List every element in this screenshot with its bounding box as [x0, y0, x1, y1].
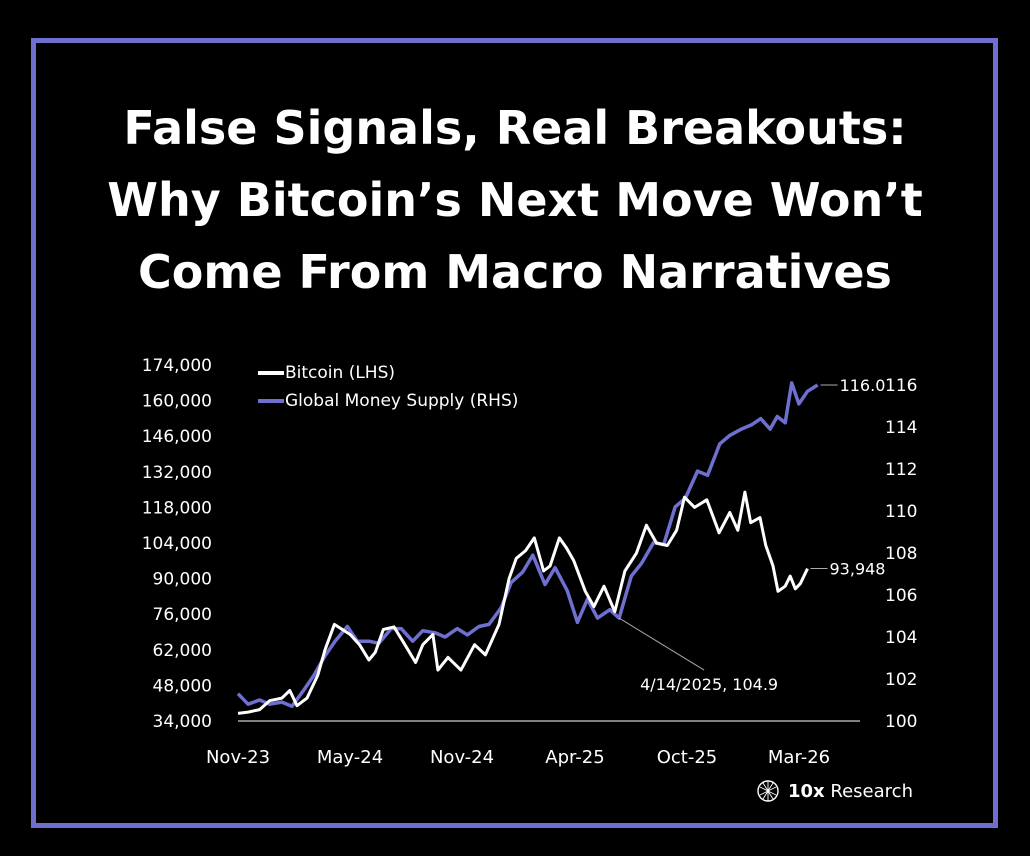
right-tick-label: 112 [885, 460, 917, 480]
title-line-2: Why Bitcoin’s Next Move Won’t [107, 173, 923, 227]
right-tick-label: 102 [885, 670, 917, 690]
series-line-global-money-supply [236, 381, 819, 709]
brand-name: Research [830, 780, 913, 802]
right-tick-label: 104 [885, 628, 917, 648]
x-tick-label: May-24 [317, 747, 383, 768]
right-tick-label: 106 [885, 586, 917, 606]
title-line-3: Come From Macro Narratives [138, 245, 892, 299]
left-axis-ticks: 174,000 160,000 146,000 132,000 118,000 104,0… [142, 356, 212, 732]
legend-label-bitcoin: Bitcoin (LHS) [285, 363, 395, 383]
left-tick-label: 62,000 [153, 641, 212, 661]
x-tick-label: Mar-26 [768, 747, 830, 768]
annotation-leader-line [618, 617, 705, 671]
x-tick-label: Apr-25 [545, 747, 604, 768]
supply-end-label: 116.0 [840, 376, 886, 395]
right-tick-label: 116 [885, 376, 917, 396]
brand-logo: 10x Research [756, 779, 913, 803]
x-tick-label: Nov-24 [430, 747, 494, 768]
page-title: False Signals, Real Breakouts: Why Bitco… [0, 92, 1030, 308]
series-line-bitcoin [237, 490, 809, 715]
x-tick-label: Nov-23 [206, 747, 270, 768]
x-axis-ticks: Nov-23 May-24 Nov-24 Apr-25 Oct-25 Mar-26 [206, 747, 830, 768]
left-tick-label: 34,000 [153, 712, 212, 732]
left-tick-label: 48,000 [153, 676, 212, 696]
right-tick-label: 110 [885, 502, 917, 522]
left-tick-label: 174,000 [142, 356, 212, 376]
legend-label-money-supply: Global Money Supply (RHS) [285, 391, 518, 411]
right-tick-label: 114 [885, 418, 917, 438]
right-tick-label: 108 [885, 544, 917, 564]
left-tick-label: 90,000 [153, 570, 212, 590]
title-line-1: False Signals, Real Breakouts: [123, 101, 907, 155]
left-tick-label: 146,000 [142, 427, 212, 447]
left-tick-label: 160,000 [142, 392, 212, 412]
left-tick-label: 76,000 [153, 605, 212, 625]
chart-frame [31, 38, 998, 828]
left-tick-label: 104,000 [142, 534, 212, 554]
left-tick-label: 118,000 [142, 498, 212, 518]
x-tick-label: Oct-25 [657, 747, 718, 768]
right-axis-ticks: 116 114 112 110 108 106 104 102 100 [885, 376, 917, 732]
bitcoin-end-label: 93,948 [830, 560, 886, 579]
legend: Bitcoin (LHS) Global Money Supply (RHS) [258, 363, 518, 411]
brand-mark: 10x [788, 780, 825, 802]
right-tick-label: 100 [885, 712, 917, 732]
annotation-label: 4/14/2025, 104.9 [640, 675, 778, 694]
globe-icon [757, 780, 779, 802]
left-tick-label: 132,000 [142, 463, 212, 483]
